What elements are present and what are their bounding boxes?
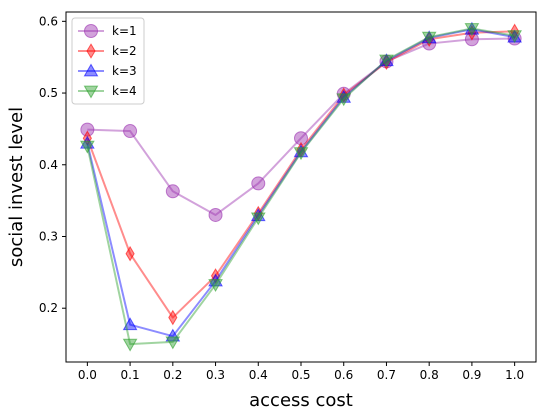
series-line (87, 37, 515, 216)
x-tick-label: 0.0 (78, 368, 97, 382)
data-point (123, 124, 138, 139)
data-point (122, 338, 138, 352)
x-tick-label: 1.0 (505, 368, 524, 382)
legend-marker (83, 85, 99, 99)
legend-marker (83, 63, 99, 77)
legend-item: k=4 (78, 84, 137, 99)
legend: k=1 k=2 k=3 k=4 (71, 17, 145, 105)
data-point (125, 245, 135, 262)
x-tick-label: 0.4 (249, 368, 268, 382)
data-point (80, 135, 95, 149)
data-point (507, 30, 522, 44)
y-tick-label: 0.2 (39, 301, 58, 315)
y-tick-label: 0.6 (39, 14, 58, 28)
data-point (250, 212, 266, 226)
series-line (86, 30, 515, 319)
y-tick-label: 0.4 (39, 158, 58, 172)
y-tick-label: 0.5 (39, 86, 58, 100)
legend-item: k=2 (78, 43, 137, 59)
data-point (421, 31, 437, 45)
series-2 (82, 23, 520, 326)
data-point (165, 184, 180, 199)
series-4 (80, 23, 522, 352)
data-point (165, 328, 181, 342)
series-layer (80, 21, 522, 352)
x-tick-label: 0.9 (462, 368, 481, 382)
data-point (208, 207, 223, 222)
data-point (293, 147, 309, 161)
x-tick-label: 0.2 (163, 368, 182, 382)
legend-label: k=2 (112, 44, 137, 58)
x-tick-label: 0.8 (420, 368, 439, 382)
legend-label: k=4 (112, 84, 137, 98)
data-point (464, 23, 480, 37)
x-tick-label: 0.6 (334, 368, 353, 382)
data-point (122, 317, 138, 331)
data-point (168, 309, 178, 326)
data-point (379, 54, 394, 68)
y-tick-label: 0.3 (39, 229, 58, 243)
data-point (165, 336, 181, 350)
axes-layer: 0.0 0.1 0.2 0.3 0.4 0.5 0.6 0.7 0.8 0.9 1.0 0.2 0.3 0… (39, 11, 537, 382)
legend-box (71, 17, 145, 105)
series-line (86, 27, 515, 346)
data-point (336, 93, 352, 107)
legend-item: k=1 (78, 24, 137, 38)
y-axis-label: social invest level (6, 107, 27, 267)
x-axis-label: access cost (249, 390, 353, 411)
data-point (208, 279, 223, 293)
legend-marker (86, 43, 96, 59)
legend-label: k=3 (112, 64, 137, 78)
data-point (80, 140, 95, 154)
legend-marker (84, 24, 98, 38)
x-tick-label: 0.7 (377, 368, 396, 382)
x-tick-label: 0.5 (291, 368, 310, 382)
legend-label: k=1 (112, 24, 137, 38)
legend-item: k=3 (78, 63, 137, 78)
data-point (251, 176, 266, 191)
x-tick-label: 0.3 (206, 368, 225, 382)
x-tick-label: 0.1 (121, 368, 140, 382)
series-line (86, 28, 515, 338)
